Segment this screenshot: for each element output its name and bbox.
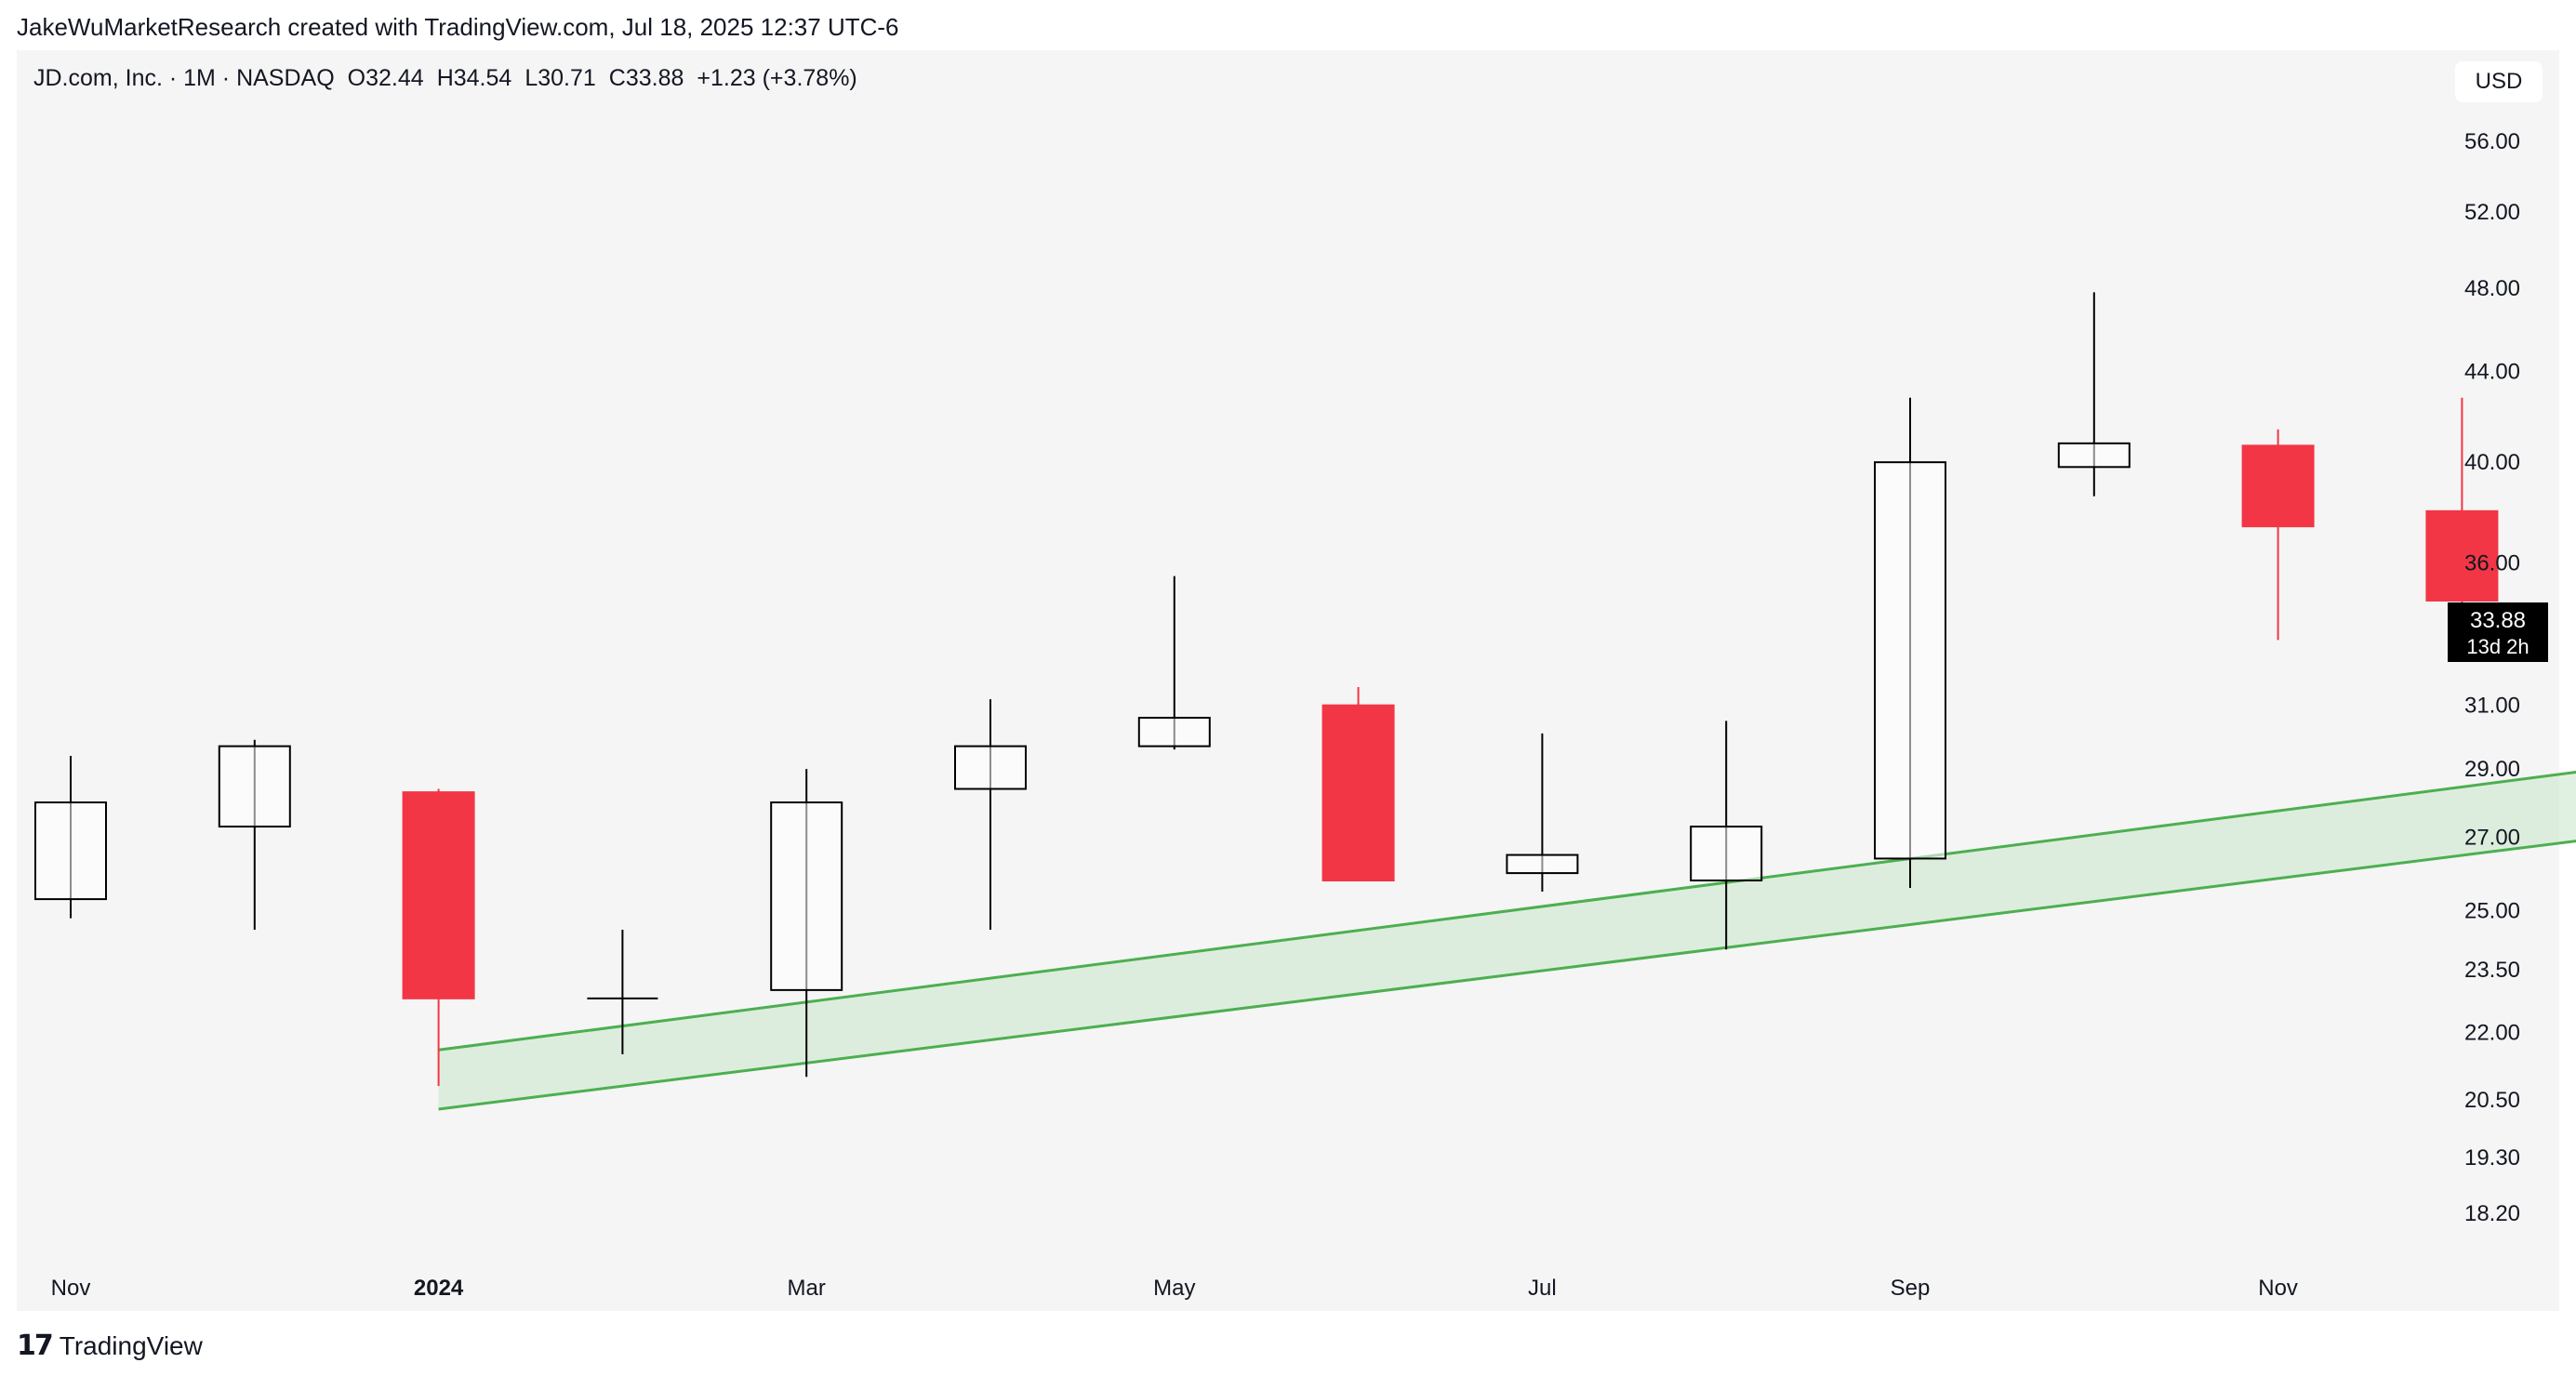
time-tick-label: Sep — [1891, 1276, 1931, 1301]
price-tick-label: 40.00 — [2464, 450, 2520, 475]
time-tick-label: Mar — [788, 1276, 826, 1301]
candle-2024-12[interactable] — [2425, 397, 2499, 623]
time-tick-label: Nov — [51, 1276, 91, 1301]
candle-body — [954, 745, 1027, 790]
candle-2024-09[interactable] — [1874, 397, 1946, 889]
candle-2024-08[interactable] — [1690, 721, 1763, 950]
price-tick-label: 18.20 — [2464, 1201, 2520, 1226]
tradingview-logo[interactable]: 𝟭𝟳 TradingView — [17, 1330, 203, 1362]
candle-2024-10[interactable] — [2057, 292, 2131, 496]
price-tick-label: 48.00 — [2464, 276, 2520, 301]
candle-2024-11[interactable] — [2241, 429, 2315, 641]
price-tick-label: 19.30 — [2464, 1145, 2520, 1171]
symbol-legend: JD.com, Inc. · 1M · NASDAQ O32.44 H34.54 L3… — [33, 65, 870, 92]
candle-body — [34, 801, 107, 901]
time-axis: Nov2024MarMayJulSepNov2025MarMayJulSepNo… — [51, 1276, 2298, 1301]
candle-body — [1690, 826, 1763, 882]
candle-body — [2241, 444, 2315, 528]
candle-body — [218, 745, 291, 828]
last-price-tag: 33.88 13d 2h — [2448, 602, 2548, 662]
price-axis: 56.00 52.00 48.00 44.00 40.00 36.00 31.00 29.00… — [2464, 129, 2520, 1226]
candle-2024-01[interactable] — [402, 788, 475, 1087]
time-tick-label: Jul — [1528, 1276, 1557, 1301]
price-tick-label: 20.50 — [2464, 1088, 2520, 1113]
candle-2024-06[interactable] — [1321, 686, 1395, 882]
high-value: H34.54 — [436, 65, 512, 91]
price-tick-label: 36.00 — [2464, 550, 2520, 576]
candle-body — [1321, 704, 1395, 882]
candle-2024-04[interactable] — [954, 699, 1027, 931]
price-tick-label: 31.00 — [2464, 694, 2520, 719]
support-channel[interactable] — [438, 555, 2576, 1111]
price-tick-label: 23.50 — [2464, 958, 2520, 983]
low-value: L30.71 — [524, 65, 596, 91]
price-tick-label: 44.00 — [2464, 359, 2520, 384]
candle-body — [2057, 442, 2131, 469]
channel-fill — [438, 772, 2576, 1109]
open-value: O32.44 — [347, 65, 424, 91]
candle-2024-05[interactable] — [1137, 576, 1211, 750]
candle-body — [402, 791, 475, 999]
price-tick-label: 22.00 — [2464, 1020, 2520, 1045]
candle-countdown: 13d 2h — [2466, 635, 2529, 658]
candle-2024-03[interactable] — [770, 769, 843, 1078]
tradingview-logo-text: TradingView — [59, 1330, 203, 1360]
price-tick-label: 56.00 — [2464, 129, 2520, 154]
channel-upper-line[interactable] — [438, 555, 2576, 1052]
candle-2024-07[interactable] — [1506, 733, 1579, 893]
candles[interactable] — [34, 292, 2576, 1087]
time-tick-label: Nov — [2258, 1276, 2298, 1301]
chart-credit: JakeWuMarketResearch created with Tradin… — [17, 13, 899, 41]
candle-body — [2425, 509, 2499, 602]
last-price-value: 33.88 — [2470, 608, 2526, 633]
candle-body — [1137, 716, 1211, 748]
currency-button[interactable]: USD — [2455, 61, 2543, 102]
price-tick-label: 27.00 — [2464, 825, 2520, 850]
candle-2024-02[interactable] — [587, 930, 658, 1055]
channel-lower-line[interactable] — [438, 631, 2576, 1111]
close-value: C33.88 — [608, 65, 684, 91]
time-tick-label: 2024 — [414, 1276, 464, 1301]
candle-2023-11[interactable] — [34, 756, 107, 919]
candle-body — [770, 801, 843, 991]
time-tick-label: May — [1153, 1276, 1195, 1301]
symbol-info: JD.com, Inc. · 1M · NASDAQ — [33, 65, 335, 91]
price-tick-label: 29.00 — [2464, 757, 2520, 782]
price-tick-label: 25.00 — [2464, 898, 2520, 923]
change-value: +1.23 (+3.78%) — [697, 65, 857, 91]
tradingview-logo-icon: 𝟭𝟳 — [17, 1330, 54, 1361]
price-tick-label: 52.00 — [2464, 200, 2520, 225]
candle-2023-12[interactable] — [218, 739, 291, 931]
candle-body — [1874, 461, 1946, 860]
candle-body — [1506, 853, 1579, 875]
